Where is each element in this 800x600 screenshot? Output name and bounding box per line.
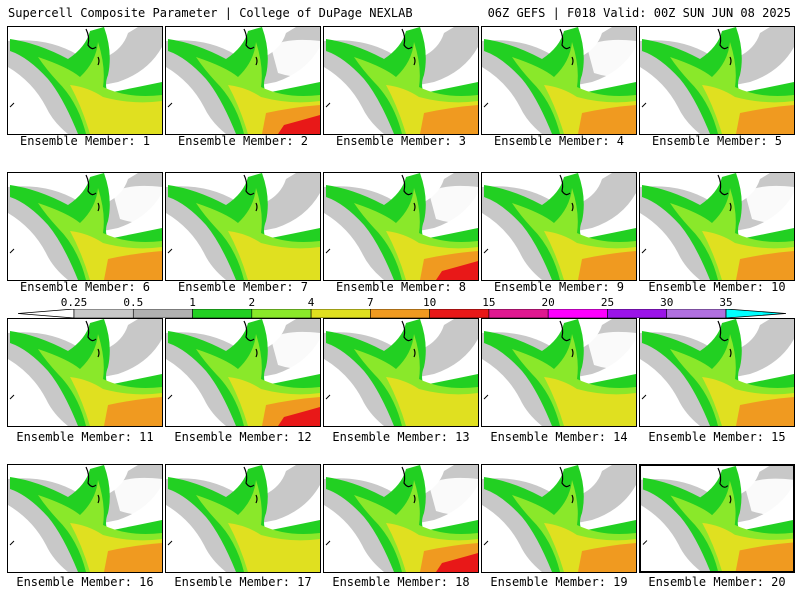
scp-field-map: [324, 27, 478, 134]
color-scale-tick-label: 0.25: [60, 296, 88, 309]
ensemble-member-label: Ensemble Member: 14: [490, 430, 628, 444]
ensemble-member-label: Ensemble Member: 18: [332, 575, 470, 589]
color-scale-bin: [488, 309, 549, 318]
scp-field-map: [166, 27, 320, 134]
scp-field-map: [640, 173, 794, 280]
color-scale-bin: [192, 309, 253, 318]
ensemble-member-panel-2[interactable]: [165, 26, 321, 135]
ensemble-member-label: Ensemble Member: 5: [651, 134, 783, 148]
ensemble-member-panel-3[interactable]: [323, 26, 479, 135]
scp-field-map: [641, 466, 793, 571]
ensemble-member-label: Ensemble Member: 12: [174, 430, 312, 444]
ensemble-member-label: Ensemble Member: 16: [16, 575, 154, 589]
ensemble-member-panel-14[interactable]: [481, 318, 637, 427]
color-scale-bin: [73, 309, 134, 318]
color-scale-bin: [310, 309, 371, 318]
ensemble-member-label: Ensemble Member: 13: [332, 430, 470, 444]
scp-field-map: [324, 173, 478, 280]
color-scale-tick-label: 2: [248, 296, 256, 309]
scp-field-map: [8, 319, 162, 426]
color-scale-bin: [132, 309, 193, 318]
ensemble-member-label: Ensemble Member: 11: [16, 430, 154, 444]
ensemble-member-label: Ensemble Member: 19: [490, 575, 628, 589]
ensemble-member-panel-11[interactable]: [7, 318, 163, 427]
scp-field-map: [166, 173, 320, 280]
color-scale-tick-label: 4: [307, 296, 315, 309]
scp-field-map: [324, 319, 478, 426]
color-scale-tick-label: 25: [600, 296, 615, 309]
color-scale-tick-label: 15: [482, 296, 496, 309]
scp-field-map: [166, 465, 320, 572]
ensemble-member-panel-7[interactable]: [165, 172, 321, 281]
ensemble-member-panel-20[interactable]: [639, 464, 795, 573]
color-scale-bin: [607, 309, 668, 318]
ensemble-member-panel-15[interactable]: [639, 318, 795, 427]
ensemble-member-label: Ensemble Member: 20: [648, 575, 786, 589]
scp-field-map: [8, 27, 162, 134]
color-scale-tick-label: 20: [541, 296, 555, 309]
color-scale-bin: [251, 309, 312, 318]
ensemble-member-panel-4[interactable]: [481, 26, 637, 135]
ensemble-member-panel-13[interactable]: [323, 318, 479, 427]
ensemble-member-label: Ensemble Member: 4: [493, 134, 625, 148]
scp-field-map: [482, 319, 636, 426]
scp-field-map: [640, 27, 794, 134]
color-scale-tick-label: 10: [423, 296, 437, 309]
scp-field-map: [482, 465, 636, 572]
ensemble-member-label: Ensemble Member: 7: [177, 280, 309, 294]
scp-field-map: [166, 319, 320, 426]
color-scale-bin: [429, 309, 490, 318]
color-scale-tick-label: 7: [367, 296, 374, 309]
scp-field-map: [482, 27, 636, 134]
scp-field-map: [8, 465, 162, 572]
ensemble-member-panel-5[interactable]: [639, 26, 795, 135]
ensemble-member-panel-12[interactable]: [165, 318, 321, 427]
ensemble-member-label: Ensemble Member: 2: [177, 134, 309, 148]
chart-title: Supercell Composite Parameter | College …: [8, 6, 413, 20]
color-scale-bin: [547, 309, 608, 318]
ensemble-member-panel-1[interactable]: [7, 26, 163, 135]
ensemble-member-panel-17[interactable]: [165, 464, 321, 573]
ensemble-member-label: Ensemble Member: 10: [648, 280, 786, 294]
ensemble-member-label: Ensemble Member: 9: [493, 280, 625, 294]
color-scale-bin: [370, 309, 430, 318]
color-scale-tick-label: 30: [660, 296, 674, 309]
color-scale-bar: [18, 309, 786, 318]
ensemble-member-label: Ensemble Member: 1: [19, 134, 151, 148]
color-scale-tick-label: 1: [189, 296, 196, 309]
color-scale-bin: [666, 309, 727, 318]
color-scale-tick-label: 35: [719, 296, 733, 309]
ensemble-member-panel-19[interactable]: [481, 464, 637, 573]
scp-field-map: [324, 465, 478, 572]
ensemble-member-label: Ensemble Member: 15: [648, 430, 786, 444]
run-valid-time: 06Z GEFS | F018 Valid: 00Z SUN JUN 08 20…: [487, 6, 791, 20]
ensemble-member-panel-9[interactable]: [481, 172, 637, 281]
ensemble-member-panel-16[interactable]: [7, 464, 163, 573]
scp-field-map: [640, 319, 794, 426]
color-scale-tick-label: 0.5: [123, 296, 144, 309]
ensemble-member-panel-18[interactable]: [323, 464, 479, 573]
ensemble-member-label: Ensemble Member: 3: [335, 134, 467, 148]
scp-field-map: [482, 173, 636, 280]
ensemble-member-panel-6[interactable]: [7, 172, 163, 281]
ensemble-member-label: Ensemble Member: 6: [19, 280, 151, 294]
ensemble-member-label: Ensemble Member: 8: [335, 280, 467, 294]
ensemble-member-panel-8[interactable]: [323, 172, 479, 281]
ensemble-member-panel-10[interactable]: [639, 172, 795, 281]
scp-field-map: [8, 173, 162, 280]
ensemble-member-label: Ensemble Member: 17: [174, 575, 312, 589]
